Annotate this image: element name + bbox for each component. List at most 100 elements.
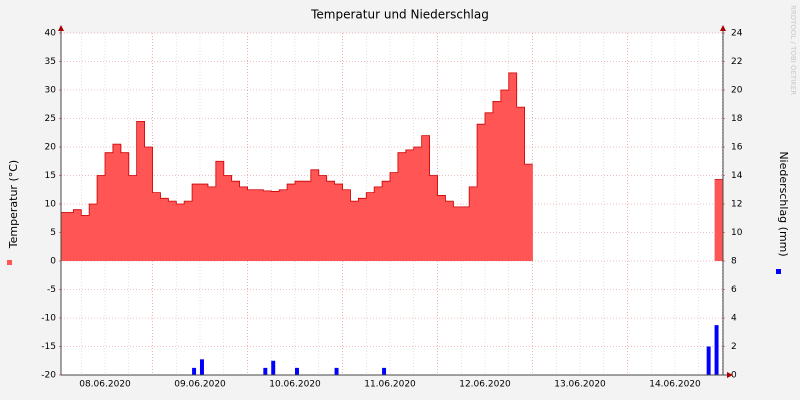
area-segment <box>516 107 525 261</box>
area-segment <box>429 175 438 261</box>
area-segment <box>461 206 470 261</box>
area-segment <box>382 181 391 261</box>
area-segment <box>112 144 122 261</box>
area-segment <box>477 124 486 261</box>
area-segment <box>421 135 430 261</box>
y-tick-label: -5 <box>47 285 56 295</box>
area-segment <box>326 181 335 261</box>
y2-tick-label: 0 <box>731 371 737 381</box>
bar <box>706 346 711 375</box>
area-segment <box>65 212 74 261</box>
axis-arrow <box>58 25 64 31</box>
y-tick-label: 40 <box>45 29 57 39</box>
y-tick-label: 20 <box>45 143 57 153</box>
area-segment <box>128 175 138 261</box>
area-segment <box>61 212 66 261</box>
area-segment <box>120 152 130 261</box>
area-segment <box>192 184 201 261</box>
y-tick-label: 25 <box>45 114 56 124</box>
y-tick-label: 10 <box>45 200 57 210</box>
bar <box>714 325 719 375</box>
x-tick-label: 12.06.2020 <box>459 380 511 390</box>
y-tick-label: 35 <box>45 57 56 67</box>
y-tick-label: -15 <box>41 342 56 352</box>
area-segment <box>89 204 98 261</box>
y-tick-label: 0 <box>50 257 56 267</box>
area-segment <box>390 172 399 261</box>
area-segment <box>287 184 296 261</box>
y2-tick-label: 14 <box>731 171 743 181</box>
area-segment <box>255 189 264 261</box>
x-tick-label: 08.06.2020 <box>79 380 131 390</box>
area-segment <box>215 161 225 261</box>
area-segment <box>81 215 90 261</box>
area-segment <box>73 209 82 261</box>
y2-tick-label: 12 <box>731 200 742 210</box>
y-tick-label: 15 <box>45 171 56 181</box>
bar <box>192 367 197 375</box>
area-segment <box>405 149 415 261</box>
area-segment <box>207 186 217 261</box>
area-segment <box>168 201 177 261</box>
x-tick-label: 14.06.2020 <box>649 380 701 390</box>
area-segment <box>176 204 185 261</box>
labels: -20-15-10-505101520253035400246810121416… <box>41 29 742 390</box>
axis-arrow <box>720 25 726 31</box>
area-segment <box>469 186 478 261</box>
area-segment <box>160 198 169 261</box>
area-segment <box>413 147 423 261</box>
y2-axis-label: Niederschlag (mm) <box>777 151 790 256</box>
bar <box>334 367 339 375</box>
area-segment <box>342 189 351 261</box>
area-segment <box>152 192 161 261</box>
marks <box>61 72 723 375</box>
bar <box>200 359 204 375</box>
area-segment <box>223 175 233 261</box>
area-segment <box>508 72 518 262</box>
area-segment <box>200 184 209 261</box>
bar <box>382 367 387 375</box>
chart-title: Temperatur und Niederschlag <box>310 8 489 22</box>
x-tick-label: 09.06.2020 <box>174 380 226 390</box>
area-segment <box>295 181 304 261</box>
y-tick-label: 5 <box>50 228 56 238</box>
area-segment <box>247 189 256 261</box>
area-segment <box>105 152 114 261</box>
y2-tick-label: 10 <box>731 228 743 238</box>
area-outline <box>61 72 723 216</box>
area-segment <box>271 191 280 261</box>
y-tick-label: 30 <box>45 86 57 96</box>
area-segment <box>350 201 359 261</box>
y2-tick-label: 2 <box>731 342 737 352</box>
x-tick-label: 10.06.2020 <box>269 380 321 390</box>
x-tick-label: 13.06.2020 <box>554 380 606 390</box>
area-segment <box>302 181 312 261</box>
y2-tick-label: 6 <box>731 285 737 295</box>
legend-swatch <box>776 269 781 274</box>
bar <box>271 360 276 375</box>
area-segment <box>492 101 502 262</box>
area-segment <box>263 190 272 261</box>
bar <box>263 367 268 375</box>
area-segment <box>714 179 723 261</box>
area-segment <box>239 186 248 261</box>
y-tick-label: -20 <box>41 371 56 381</box>
axis-arrow <box>727 372 733 378</box>
area-segment <box>310 169 320 261</box>
y-axis-label: Temperatur (°C) <box>7 160 20 249</box>
area-segment <box>453 206 462 261</box>
area-segment <box>374 186 383 261</box>
y2-tick-label: 8 <box>731 257 737 267</box>
y2-tick-label: 22 <box>731 57 742 67</box>
area-segment <box>184 201 193 261</box>
y2-tick-label: 4 <box>731 314 737 324</box>
bar <box>295 367 299 375</box>
area-segment <box>318 175 328 261</box>
area-segment <box>366 192 375 261</box>
x-tick-label: 11.06.2020 <box>364 380 416 390</box>
y2-tick-label: 24 <box>731 29 743 39</box>
area-segment <box>524 164 533 261</box>
area-segment <box>334 184 343 261</box>
